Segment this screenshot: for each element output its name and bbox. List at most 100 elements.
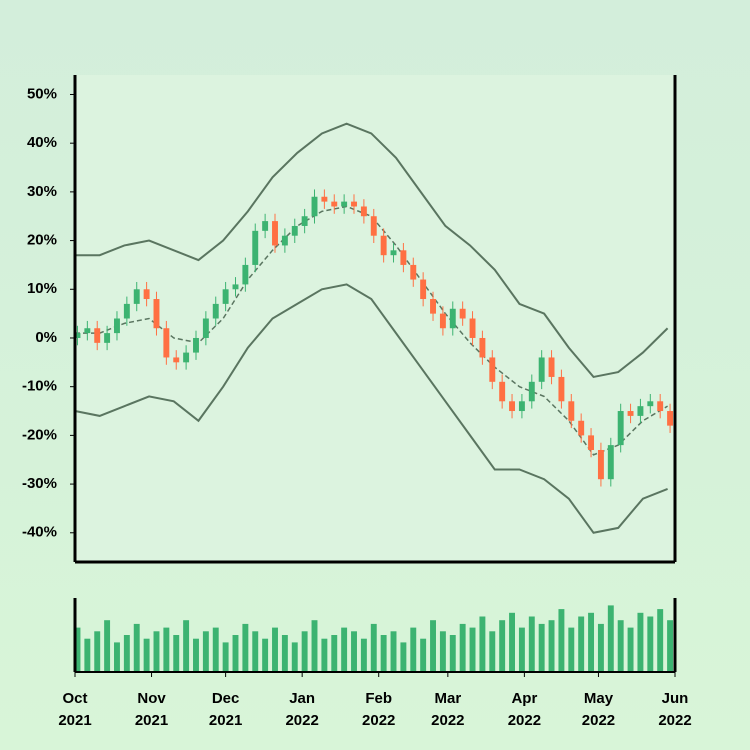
candle-body (84, 328, 91, 334)
candle-body (667, 411, 674, 426)
candle-body (380, 235, 387, 256)
volume-bar (597, 623, 604, 672)
volume-bar (183, 620, 190, 672)
volume-bar (509, 612, 515, 672)
volume-bar (518, 627, 525, 672)
volume-bar (331, 635, 338, 672)
candle-body (202, 318, 209, 338)
candle-body (252, 230, 259, 265)
y-tick-label: 10% (27, 280, 57, 297)
candle-body (173, 357, 180, 363)
volume-bar (301, 631, 308, 672)
volume-bar (370, 623, 377, 672)
volume-bar (528, 616, 535, 672)
candle-body (499, 381, 506, 402)
candle-body (351, 201, 357, 207)
candle-body (459, 308, 466, 319)
candle-body (627, 411, 634, 416)
volume-bar (232, 635, 239, 672)
candle-body (360, 206, 367, 217)
x-tick-label: Feb 2022 (362, 690, 396, 729)
volume-bar (143, 638, 150, 672)
candle-body (321, 196, 328, 202)
volume-bar (252, 631, 259, 672)
moving-average (75, 205, 668, 456)
y-tick-label: 40% (27, 134, 57, 151)
volume-bar (193, 638, 199, 672)
candle-body (657, 401, 664, 412)
volume-bar (578, 616, 585, 672)
candle-body (232, 284, 239, 290)
volume-bar (489, 631, 496, 672)
candle-body (133, 289, 140, 304)
candle-body (420, 279, 427, 300)
candle-body (489, 357, 496, 382)
volume-bar (568, 627, 575, 672)
candle-body (341, 201, 348, 207)
volume-bar (84, 638, 91, 672)
candle-body (588, 435, 595, 450)
y-tick-label: -30% (22, 475, 57, 492)
volume-bar (262, 638, 269, 672)
candle-body (597, 449, 604, 480)
candle-body (222, 289, 229, 304)
volume-bar (469, 627, 476, 672)
volume-bar (380, 635, 387, 672)
candle-body (479, 337, 486, 358)
candle-body (74, 333, 81, 338)
y-tick-label: -10% (22, 378, 57, 395)
x-tick-label: Mar 2022 (431, 690, 465, 729)
volume-bar (173, 635, 180, 672)
volume-bar (588, 612, 595, 672)
volume-bar (459, 623, 466, 672)
volume-bar (360, 638, 367, 672)
candle-body (281, 235, 288, 246)
volume-bar (163, 627, 170, 672)
candle-body (272, 221, 278, 246)
candle-body (153, 299, 160, 329)
volume-bar (281, 635, 288, 672)
volume-bar (479, 616, 486, 672)
candle-body (518, 401, 525, 412)
candle-body (469, 318, 476, 338)
volume-bar (548, 620, 555, 672)
candle-body (311, 196, 318, 217)
volume-bar (74, 627, 81, 672)
volume-bar (351, 631, 357, 672)
volume-bar (104, 620, 111, 672)
candle-body (430, 299, 436, 314)
candle-body (262, 221, 269, 231)
candle-body (123, 303, 130, 319)
volume-bar (647, 616, 654, 672)
volume-bar (212, 627, 219, 672)
volume-bar (449, 635, 456, 672)
candle-body (94, 328, 101, 343)
candle-body (291, 225, 298, 236)
band-line (74, 283, 668, 534)
candle-body (439, 313, 446, 329)
x-tick-label: Oct 2021 (58, 690, 92, 729)
volume-bar (94, 631, 101, 672)
volume-bar (499, 620, 506, 672)
candle-body (370, 216, 377, 236)
volume-bar (657, 609, 664, 672)
volume-bar (341, 627, 348, 672)
y-tick-label: -40% (22, 524, 57, 541)
x-tick-label: Nov 2021 (134, 690, 169, 729)
volume-bar (390, 631, 397, 672)
volume-bar (400, 642, 407, 672)
candle-body (607, 445, 614, 480)
volume-bar (439, 631, 446, 672)
volume-bar (538, 623, 545, 672)
volume-bar (667, 620, 674, 672)
candle-body (647, 401, 654, 407)
candle-body (114, 318, 120, 334)
candle-body (331, 201, 338, 207)
candle-body (617, 411, 624, 446)
plot-area (75, 75, 675, 562)
volume-bar (558, 609, 565, 672)
volume-bar (321, 638, 328, 672)
volume-bar (617, 620, 624, 672)
